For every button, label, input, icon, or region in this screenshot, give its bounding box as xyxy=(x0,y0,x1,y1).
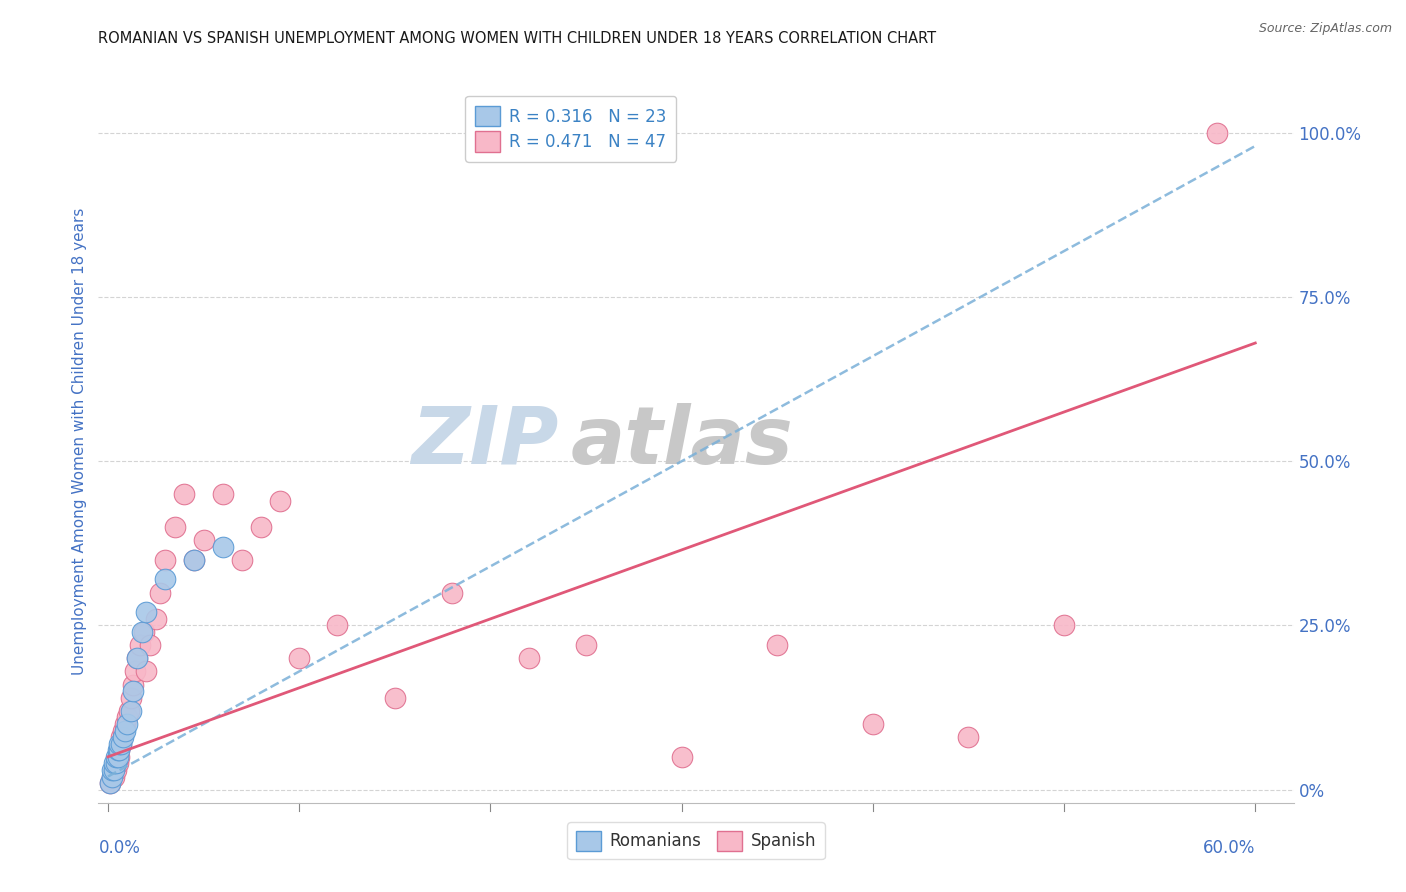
Point xyxy=(163,520,186,534)
Point xyxy=(173,487,195,501)
Point xyxy=(231,553,253,567)
Point xyxy=(145,612,167,626)
Point xyxy=(766,638,789,652)
Point xyxy=(121,684,143,698)
Y-axis label: Unemployment Among Women with Children Under 18 years: Unemployment Among Women with Children U… xyxy=(72,208,87,675)
Point xyxy=(103,756,125,771)
Point xyxy=(107,749,129,764)
Point xyxy=(104,756,127,771)
Point xyxy=(862,717,884,731)
Point xyxy=(135,665,157,679)
Point xyxy=(101,770,124,784)
Text: Source: ZipAtlas.com: Source: ZipAtlas.com xyxy=(1258,22,1392,36)
Point xyxy=(183,553,205,567)
Point xyxy=(118,704,141,718)
Point xyxy=(125,651,148,665)
Point xyxy=(384,690,406,705)
Point xyxy=(135,605,157,619)
Point xyxy=(108,743,131,757)
Point xyxy=(115,710,138,724)
Point xyxy=(108,737,131,751)
Point xyxy=(101,770,124,784)
Point xyxy=(98,776,121,790)
Point xyxy=(517,651,540,665)
Point xyxy=(269,493,291,508)
Point xyxy=(193,533,215,547)
Point xyxy=(149,585,172,599)
Point xyxy=(250,520,273,534)
Text: 60.0%: 60.0% xyxy=(1204,838,1256,857)
Point xyxy=(131,625,153,640)
Point xyxy=(108,749,131,764)
Point xyxy=(211,540,233,554)
Point xyxy=(107,749,129,764)
Point xyxy=(120,690,142,705)
Point xyxy=(110,737,132,751)
Point xyxy=(104,749,127,764)
Point xyxy=(110,737,132,751)
Point xyxy=(98,776,121,790)
Point xyxy=(326,618,349,632)
Point xyxy=(120,704,142,718)
Point xyxy=(115,717,138,731)
Point xyxy=(155,573,177,587)
Text: 0.0%: 0.0% xyxy=(98,838,141,857)
Point xyxy=(957,730,980,744)
Point xyxy=(104,756,127,771)
Point xyxy=(104,763,127,777)
Point xyxy=(139,638,162,652)
Point xyxy=(103,763,125,777)
Point xyxy=(121,677,143,691)
Text: ROMANIAN VS SPANISH UNEMPLOYMENT AMONG WOMEN WITH CHILDREN UNDER 18 YEARS CORREL: ROMANIAN VS SPANISH UNEMPLOYMENT AMONG W… xyxy=(98,31,936,46)
Point xyxy=(107,756,129,771)
Text: atlas: atlas xyxy=(571,402,793,481)
Point xyxy=(114,717,136,731)
Point xyxy=(114,723,136,738)
Point xyxy=(112,730,135,744)
Point xyxy=(112,723,135,738)
Point xyxy=(183,553,205,567)
Point xyxy=(101,763,124,777)
Point xyxy=(125,651,148,665)
Point xyxy=(288,651,311,665)
Point xyxy=(103,763,125,777)
Point xyxy=(110,730,132,744)
Point xyxy=(155,553,177,567)
Legend: Romanians, Spanish: Romanians, Spanish xyxy=(567,822,825,860)
Point xyxy=(103,770,125,784)
Point xyxy=(671,749,693,764)
Point xyxy=(107,743,129,757)
Text: ZIP: ZIP xyxy=(411,402,558,481)
Point xyxy=(134,625,156,640)
Point xyxy=(1053,618,1076,632)
Point xyxy=(575,638,598,652)
Point xyxy=(124,665,146,679)
Point xyxy=(441,585,464,599)
Point xyxy=(1206,126,1229,140)
Point xyxy=(129,638,152,652)
Point xyxy=(108,743,131,757)
Point xyxy=(211,487,233,501)
